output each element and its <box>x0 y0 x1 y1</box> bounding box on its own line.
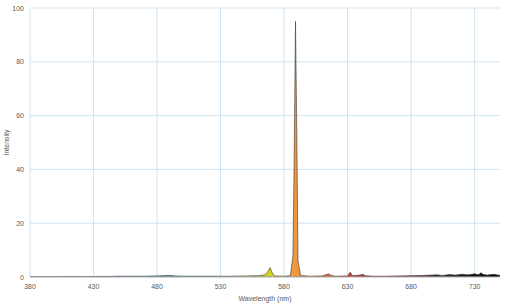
grid-line-y <box>30 8 500 9</box>
y-tick-label: 80 <box>16 58 24 65</box>
x-tick-label: 680 <box>405 283 417 290</box>
grid-line-x <box>93 8 94 277</box>
grid-line-y <box>30 169 500 170</box>
x-tick-label: 380 <box>24 283 36 290</box>
grid-line-x <box>347 8 348 277</box>
grid-line-x <box>30 8 31 277</box>
data-group <box>30 21 500 277</box>
grid-line-y <box>30 223 500 224</box>
tick-labels: 0 20 40 60 80 100 380 430 480 530 580 630 680 730 <box>12 5 480 291</box>
grid-line-x <box>474 8 475 277</box>
chart-svg: 0 20 40 60 80 100 380 430 480 530 580 630 680 730 Wave… <box>0 0 512 307</box>
x-tick-label: 430 <box>88 283 100 290</box>
x-tick-label: 480 <box>151 283 163 290</box>
grid-line-x <box>284 8 285 277</box>
y-tick-label: 20 <box>16 220 24 227</box>
grid-line-y <box>30 277 500 278</box>
y-tick-label: 40 <box>16 166 24 173</box>
x-tick-label: 730 <box>469 283 481 290</box>
grid-line-y <box>30 115 500 116</box>
y-tick-label: 0 <box>20 274 24 281</box>
x-tick-label: 630 <box>342 283 354 290</box>
y-tick-label: 100 <box>12 5 24 12</box>
grid <box>30 8 500 277</box>
x-axis-line <box>30 277 500 278</box>
y-tick-label: 60 <box>16 112 24 119</box>
grid-line-x <box>157 8 158 277</box>
x-axis-title: Wavelength (nm) <box>238 295 291 303</box>
chart-container: 0 20 40 60 80 100 380 430 480 530 580 630 680 730 Wave… <box>0 0 512 307</box>
grid-line-x <box>220 8 221 277</box>
y-axis-title: Intensity <box>3 129 11 156</box>
grid-line-x <box>411 8 412 277</box>
grid-line-y <box>30 61 500 62</box>
spectrum-area <box>30 21 500 277</box>
x-tick-label: 530 <box>215 283 227 290</box>
x-tick-label: 580 <box>278 283 290 290</box>
